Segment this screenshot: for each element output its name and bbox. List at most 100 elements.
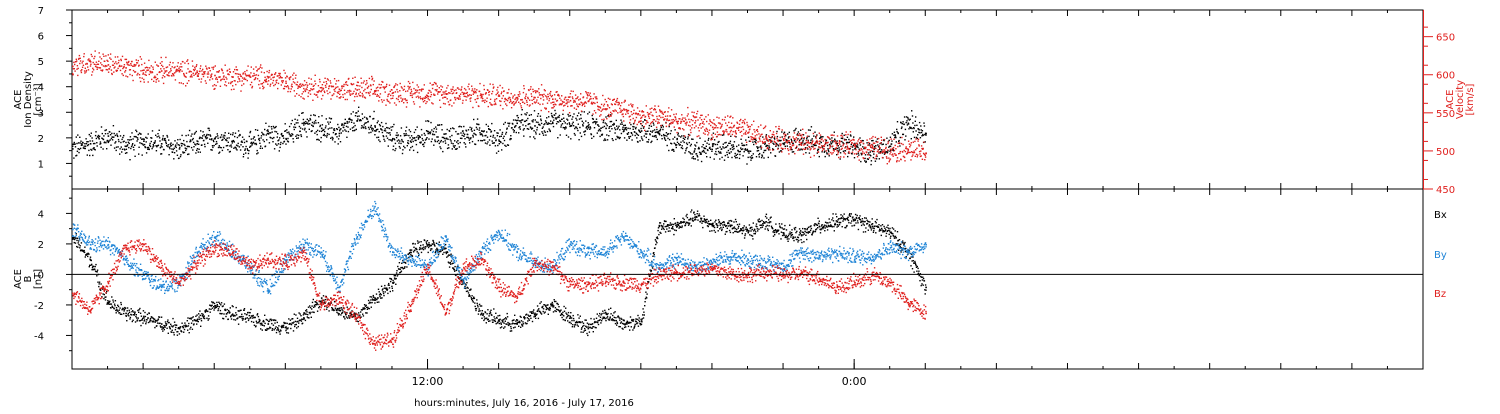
- density-velocity-point: [354, 124, 356, 127]
- density-velocity-point: [469, 100, 472, 102]
- density-velocity-point: [235, 146, 237, 149]
- density-velocity-datapoint: [871, 147, 874, 149]
- density-velocity-point: [788, 131, 790, 134]
- density-velocity-point: [759, 152, 761, 155]
- density-velocity-point: [171, 73, 174, 75]
- magnetic-field-point: [133, 314, 135, 316]
- density-velocity-point: [768, 143, 770, 145]
- density-velocity-point: [652, 115, 654, 117]
- density-velocity-point: [599, 130, 602, 132]
- magnetic-field-point: [109, 303, 111, 305]
- density-velocity-point: [897, 132, 899, 134]
- magnetic-field-point: [104, 289, 106, 291]
- density-velocity-point: [576, 103, 578, 105]
- density-velocity-point: [558, 114, 561, 117]
- density-velocity-point: [461, 102, 464, 104]
- density-velocity-point: [401, 99, 404, 101]
- magnetic-field-point: [163, 328, 165, 331]
- density-velocity-point: [333, 129, 335, 131]
- magnetic-field-point: [281, 324, 283, 327]
- density-velocity-point: [390, 139, 392, 141]
- density-velocity-datapoint: [889, 148, 892, 151]
- density-velocity-point: [488, 90, 491, 93]
- density-velocity-point: [97, 63, 100, 65]
- density-velocity-point: [325, 118, 327, 120]
- density-velocity-point: [351, 127, 354, 129]
- density-velocity-point: [744, 118, 746, 121]
- density-velocity-point: [496, 92, 499, 95]
- density-velocity-point: [653, 129, 656, 131]
- density-velocity-point: [145, 141, 147, 143]
- density-velocity-point: [683, 141, 685, 144]
- magnetic-field-point: [263, 325, 265, 327]
- density-velocity-point: [352, 77, 354, 79]
- density-velocity-point: [632, 123, 635, 125]
- density-velocity-point: [635, 126, 637, 129]
- density-velocity-point: [187, 62, 190, 65]
- density-velocity-point: [204, 71, 206, 73]
- density-velocity-point: [520, 121, 522, 124]
- density-velocity-point: [371, 77, 374, 80]
- density-velocity-point: [774, 141, 777, 144]
- density-velocity-point: [228, 132, 230, 134]
- density-velocity-point: [542, 134, 545, 136]
- density-velocity-point: [378, 83, 380, 86]
- density-velocity-point: [508, 101, 511, 104]
- density-velocity-point: [343, 83, 345, 86]
- density-velocity-point: [444, 96, 447, 98]
- density-velocity-point: [400, 97, 402, 99]
- density-velocity-point: [305, 120, 307, 123]
- density-velocity-point: [208, 129, 211, 132]
- density-velocity-point: [517, 119, 519, 121]
- density-velocity-point: [599, 135, 601, 138]
- density-velocity-point: [420, 89, 422, 91]
- density-velocity-point: [452, 86, 454, 88]
- density-velocity-point: [145, 136, 147, 139]
- density-velocity-point: [552, 121, 554, 123]
- density-velocity-point: [832, 152, 834, 154]
- density-velocity-point: [498, 139, 500, 141]
- density-velocity-point: [612, 99, 614, 101]
- density-velocity-point: [763, 157, 765, 159]
- density-velocity-point: [207, 142, 209, 144]
- magnetic-field-point: [141, 317, 144, 320]
- magnetic-field-point: [145, 323, 147, 325]
- density-velocity-point: [885, 151, 888, 153]
- density-velocity-point: [405, 99, 407, 102]
- density-velocity-point: [618, 137, 621, 140]
- density-velocity-point: [748, 140, 751, 142]
- density-velocity-point: [548, 116, 550, 118]
- magnetic-field-point: [256, 314, 258, 316]
- density-velocity-point: [416, 151, 419, 154]
- density-velocity-point: [705, 145, 707, 147]
- density-velocity-point: [537, 113, 540, 115]
- density-velocity-point: [814, 131, 816, 133]
- density-velocity-point: [843, 156, 845, 158]
- magnetic-field-point: [170, 323, 172, 325]
- magnetic-field-point: [98, 283, 100, 285]
- density-velocity-point: [706, 142, 708, 144]
- density-velocity-point: [538, 94, 541, 96]
- density-velocity-point: [674, 143, 677, 145]
- density-velocity-point: [684, 117, 686, 119]
- density-velocity-point: [894, 134, 896, 136]
- density-velocity-point: [787, 141, 789, 144]
- density-velocity-point: [380, 99, 383, 101]
- density-velocity-point: [662, 116, 664, 119]
- magnetic-field-point: [215, 306, 218, 309]
- magnetic-field-point: [115, 307, 118, 309]
- density-velocity-point: [810, 139, 812, 141]
- density-velocity-point: [102, 138, 104, 140]
- density-velocity-point: [100, 62, 102, 64]
- density-velocity-point: [265, 78, 267, 80]
- density-velocity-point: [371, 127, 373, 129]
- density-velocity-point: [632, 112, 635, 115]
- density-velocity-point: [844, 150, 847, 152]
- density-velocity-point: [94, 134, 97, 137]
- magnetic-field-point: [89, 264, 91, 266]
- magnetic-field-point: [246, 313, 248, 316]
- density-velocity-point: [288, 88, 290, 90]
- density-velocity-datapoint: [178, 70, 181, 73]
- density-velocity-point: [175, 69, 177, 72]
- density-velocity-point: [666, 144, 668, 147]
